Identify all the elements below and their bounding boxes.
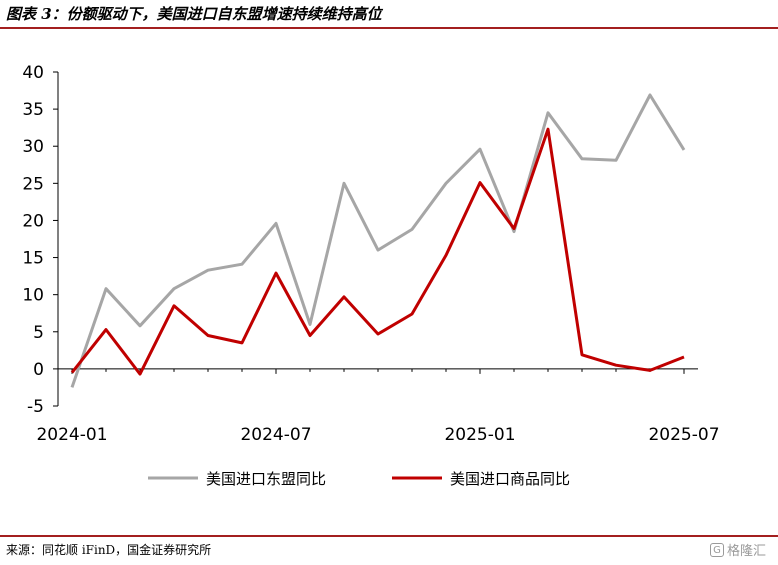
x-tick-label: 2024-07 bbox=[240, 425, 311, 445]
y-tick-label: 40 bbox=[22, 63, 44, 83]
x-axis: 2024-01 2024-07 2025-01 2025-07 bbox=[36, 368, 720, 445]
line-chart: -5 0 5 10 15 20 25 30 35 40 2024-01 2024-07 2025-01… bbox=[22, 63, 720, 488]
y-tick-label: 25 bbox=[22, 174, 44, 194]
y-tick-label: 5 bbox=[33, 323, 44, 343]
source-note: 来源：同花顺 iFinD，国金证券研究所 bbox=[6, 543, 212, 557]
series-line-us-imports-asean bbox=[70, 93, 686, 388]
y-tick-label: 0 bbox=[33, 360, 44, 380]
series-line-us-imports-goods bbox=[70, 127, 685, 376]
y-tick-label: 35 bbox=[22, 100, 44, 120]
y-tick-label: 15 bbox=[22, 249, 44, 269]
watermark: G 格隆汇 bbox=[709, 540, 766, 559]
legend-label-us-imports-goods: 美国进口商品同比 bbox=[450, 470, 570, 488]
legend-label-us-imports-asean: 美国进口东盟同比 bbox=[206, 470, 326, 488]
y-tick-label: 20 bbox=[22, 211, 44, 231]
watermark-logo-icon: G bbox=[709, 542, 724, 557]
legend: 美国进口东盟同比 美国进口商品同比 bbox=[148, 470, 570, 488]
x-tick-label: 2025-01 bbox=[444, 425, 515, 445]
x-tick-label: 2025-07 bbox=[648, 425, 719, 445]
series-layer bbox=[70, 93, 686, 388]
header-divider bbox=[0, 27, 778, 29]
y-axis: -5 0 5 10 15 20 25 30 35 40 bbox=[22, 63, 59, 417]
y-tick-label: 30 bbox=[22, 137, 44, 157]
footer-divider bbox=[0, 535, 778, 537]
x-tick-label: 2024-01 bbox=[36, 425, 107, 445]
chart-title: 图表 3：份额驱动下，美国进口自东盟增速持续维持高位 bbox=[6, 5, 382, 23]
y-tick-label: -5 bbox=[27, 397, 44, 417]
y-tick-label: 10 bbox=[22, 286, 44, 306]
watermark-text: 格隆汇 bbox=[726, 544, 766, 559]
